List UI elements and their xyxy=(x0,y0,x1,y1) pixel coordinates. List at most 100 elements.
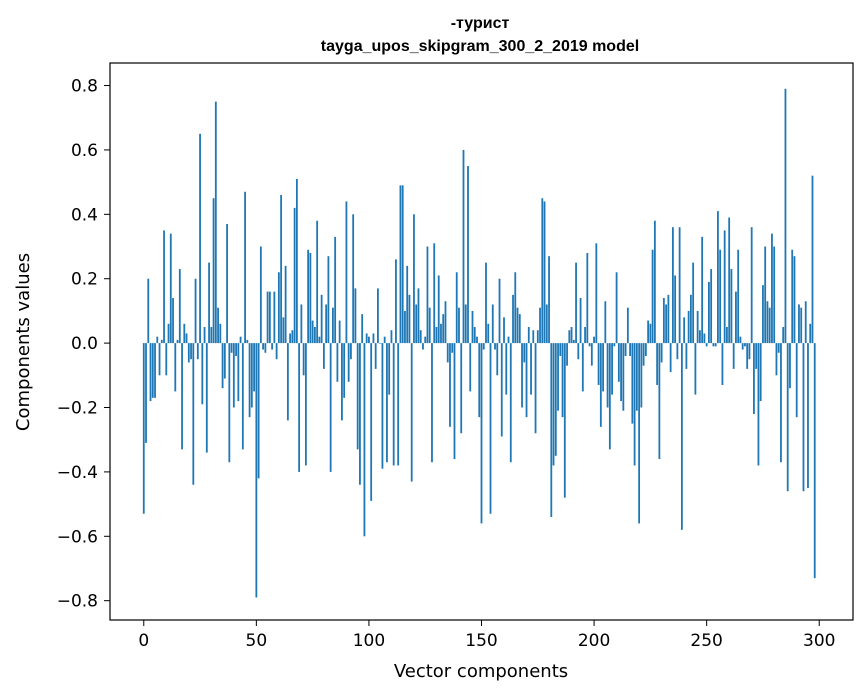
bar xyxy=(723,230,726,344)
bar xyxy=(588,343,591,347)
bar xyxy=(426,246,429,344)
bar xyxy=(685,343,688,369)
bar xyxy=(399,185,402,344)
bar xyxy=(415,304,418,344)
bar xyxy=(795,343,798,418)
bar xyxy=(187,343,190,363)
bar xyxy=(419,330,422,344)
bar xyxy=(381,343,384,469)
bar xyxy=(298,343,301,472)
bar xyxy=(539,307,541,344)
bar xyxy=(446,343,449,363)
bar xyxy=(550,343,553,517)
bar xyxy=(284,265,287,344)
bar xyxy=(658,343,661,460)
bar xyxy=(489,343,492,514)
bar xyxy=(167,323,170,344)
bar xyxy=(147,278,150,344)
bar xyxy=(775,343,778,376)
plot-frame xyxy=(109,62,854,621)
bar xyxy=(433,243,436,344)
y-tick-label: −0.2 xyxy=(57,399,98,419)
bar xyxy=(730,269,733,344)
x-tick-label: 100 xyxy=(353,631,385,651)
bar xyxy=(406,265,409,344)
bar xyxy=(374,343,377,369)
bar xyxy=(295,178,298,344)
bar xyxy=(379,343,382,344)
bar xyxy=(813,343,816,579)
bar xyxy=(476,336,478,344)
bar xyxy=(343,343,346,398)
bar xyxy=(599,343,602,427)
bar xyxy=(602,343,604,392)
bar xyxy=(662,298,665,344)
bar xyxy=(536,330,539,344)
bar xyxy=(640,343,643,408)
bar xyxy=(163,230,165,344)
x-tick-label: 150 xyxy=(465,631,497,651)
bar xyxy=(541,198,544,344)
chart-title-line-2: tayga_upos_skipgram_300_2_2019 model xyxy=(321,38,639,55)
bar xyxy=(208,262,210,344)
bar xyxy=(500,343,503,437)
bar xyxy=(196,343,199,360)
bar xyxy=(201,343,204,405)
y-tick-label: −0.6 xyxy=(57,527,98,547)
bar xyxy=(584,327,586,344)
bar xyxy=(370,343,373,501)
bar xyxy=(440,323,442,344)
bar xyxy=(404,310,406,344)
bar xyxy=(701,236,704,344)
bar xyxy=(741,343,744,350)
bar xyxy=(554,343,557,456)
bar xyxy=(235,343,237,356)
bar xyxy=(694,343,697,395)
bar xyxy=(615,272,618,344)
bar xyxy=(548,256,550,344)
bar xyxy=(568,330,571,344)
bar xyxy=(809,323,812,344)
y-axis-label: Components values xyxy=(13,253,34,431)
bar xyxy=(286,343,289,421)
bar xyxy=(575,262,577,344)
bar xyxy=(638,343,641,524)
bar xyxy=(397,343,400,466)
bar xyxy=(728,217,731,344)
bar xyxy=(631,343,634,424)
bar xyxy=(417,288,420,344)
y-tick-label: −0.4 xyxy=(57,463,98,483)
bar xyxy=(482,343,485,350)
bar xyxy=(383,336,386,344)
y-tick-label: 0.0 xyxy=(71,334,98,354)
bar xyxy=(302,343,305,376)
bar xyxy=(708,281,710,344)
bar xyxy=(464,304,467,344)
bar xyxy=(203,327,206,344)
bar xyxy=(768,307,771,344)
bar xyxy=(521,343,523,408)
bar xyxy=(172,298,174,344)
bar xyxy=(467,166,469,344)
bar xyxy=(593,336,595,344)
bar xyxy=(791,249,794,344)
bar xyxy=(390,330,393,344)
bar xyxy=(176,339,179,344)
bar xyxy=(617,343,620,382)
bar xyxy=(566,343,568,366)
bar xyxy=(145,343,147,443)
bar xyxy=(604,301,607,344)
bar xyxy=(327,256,330,344)
bar xyxy=(336,343,339,382)
chart-title-line-1: -турист xyxy=(451,15,510,32)
bar xyxy=(275,343,278,360)
bar xyxy=(442,314,445,344)
bar xyxy=(811,175,814,344)
bar xyxy=(395,259,397,344)
bar xyxy=(451,343,454,353)
bar xyxy=(629,343,631,356)
bar xyxy=(512,294,514,344)
bar xyxy=(620,343,622,402)
bar xyxy=(230,343,233,353)
bar xyxy=(255,343,258,598)
